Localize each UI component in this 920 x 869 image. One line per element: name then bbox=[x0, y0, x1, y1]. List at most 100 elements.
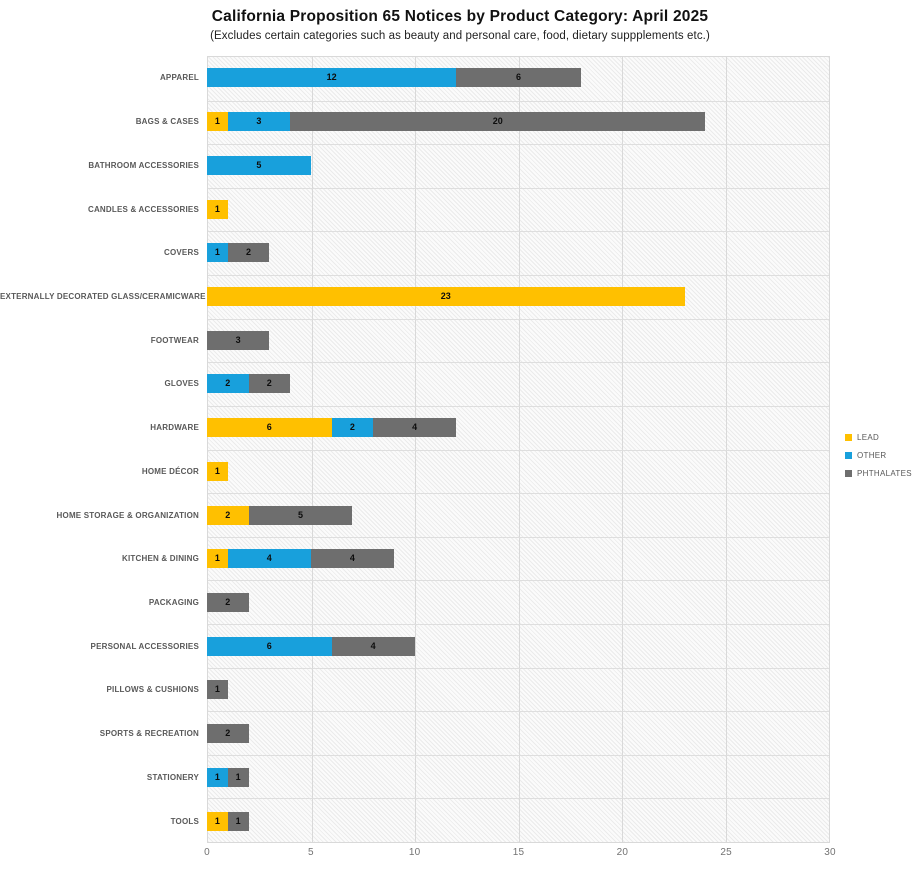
bar-segment-lead: 6 bbox=[207, 418, 332, 438]
horizontal-gridline bbox=[208, 100, 829, 102]
data-label: 6 bbox=[266, 422, 272, 433]
bar-track: 1 bbox=[207, 461, 830, 481]
category-row: BAGS & CASES 1 3 20 bbox=[0, 100, 830, 144]
horizontal-gridline bbox=[208, 275, 829, 277]
data-label: 2 bbox=[349, 422, 355, 433]
category-label: SPORTS & RECREATION bbox=[99, 729, 199, 739]
category-row: COVERS 1 2 bbox=[0, 231, 830, 275]
data-label: 1 bbox=[214, 815, 220, 826]
horizontal-gridline bbox=[208, 362, 829, 364]
bar-segment-phthalates: 20 bbox=[290, 112, 706, 132]
data-label: 2 bbox=[266, 378, 272, 389]
legend-item-lead: LEAD bbox=[845, 433, 912, 442]
data-label: 3 bbox=[256, 116, 262, 127]
data-label: 5 bbox=[297, 509, 303, 520]
category-row: STATIONERY 1 1 bbox=[0, 756, 830, 800]
category-row: GLOVES 2 2 bbox=[0, 362, 830, 406]
bar-segment-other: 4 bbox=[227, 549, 311, 569]
legend-label: OTHER bbox=[857, 451, 887, 460]
category-label: APPAREL bbox=[159, 73, 199, 83]
horizontal-gridline bbox=[208, 231, 829, 233]
bar-track: 12 6 bbox=[207, 68, 830, 88]
legend-label: LEAD bbox=[857, 433, 880, 442]
category-row: FOOTWEAR 3 bbox=[0, 318, 830, 362]
x-axis: 0 5 10 15 20 25 30 bbox=[0, 847, 920, 861]
data-label: 2 bbox=[225, 509, 231, 520]
data-label: 5 bbox=[256, 159, 262, 170]
x-tick-label: 20 bbox=[616, 847, 629, 858]
category-row: TOOLS 1 1 bbox=[0, 799, 830, 843]
bar-segment-other: 5 bbox=[207, 155, 311, 175]
data-label: 4 bbox=[349, 553, 355, 564]
category-row: SPORTS & RECREATION 2 bbox=[0, 712, 830, 756]
bar-track: 2 bbox=[207, 592, 830, 612]
bar-segment-lead: 1 bbox=[207, 811, 228, 831]
category-label: HOME STORAGE & ORGANIZATION bbox=[56, 510, 199, 520]
category-label: PILLOWS & CUSHIONS bbox=[106, 685, 199, 695]
legend-swatch-icon bbox=[845, 470, 852, 477]
category-label: BAGS & CASES bbox=[135, 117, 199, 127]
bar-segment-lead: 23 bbox=[207, 286, 685, 306]
bar-segment-phthalates: 2 bbox=[248, 374, 291, 394]
data-label: 1 bbox=[235, 815, 241, 826]
bar-segment-phthalates: 1 bbox=[207, 680, 228, 700]
legend-label: PHTHALATES bbox=[857, 469, 912, 478]
category-row: PACKAGING 2 bbox=[0, 581, 830, 625]
bar-segment-other: 12 bbox=[207, 68, 457, 88]
bar-segment-phthalates: 1 bbox=[227, 811, 249, 831]
bar-track: 5 bbox=[207, 155, 830, 175]
horizontal-gridline bbox=[208, 187, 829, 189]
category-label: PERSONAL ACCESSORIES bbox=[90, 641, 199, 651]
category-label: COVERS bbox=[164, 248, 199, 258]
data-label: 1 bbox=[214, 684, 220, 695]
data-label: 3 bbox=[235, 334, 241, 345]
legend-item-phthalates: PHTHALATES bbox=[845, 469, 912, 478]
data-label: 1 bbox=[235, 771, 241, 782]
horizontal-gridline bbox=[208, 754, 829, 756]
plot-area bbox=[207, 56, 830, 843]
category-label: TOOLS bbox=[170, 816, 199, 826]
bar-segment-other: 1 bbox=[207, 767, 228, 787]
category-row: CANDLES & ACCESSORIES 1 bbox=[0, 187, 830, 231]
chart-subtitle: (Excludes certain categories such as bea… bbox=[210, 30, 710, 42]
data-label: 2 bbox=[225, 596, 231, 607]
data-label: 6 bbox=[515, 72, 521, 83]
category-row: KITCHEN & DINING 1 4 4 bbox=[0, 537, 830, 581]
bar-segment-lead: 1 bbox=[207, 461, 228, 481]
bar-segment-phthalates: 4 bbox=[373, 418, 457, 438]
legend-swatch-icon bbox=[845, 434, 852, 441]
data-label: 2 bbox=[225, 728, 231, 739]
bar-segment-phthalates: 2 bbox=[207, 592, 249, 612]
bar-segment-other: 2 bbox=[207, 374, 249, 394]
horizontal-gridline bbox=[208, 623, 829, 625]
legend: LEAD OTHER PHTHALATES bbox=[845, 433, 912, 487]
data-label: 1 bbox=[214, 465, 220, 476]
category-label: KITCHEN & DINING bbox=[122, 554, 199, 564]
horizontal-gridline bbox=[208, 493, 829, 495]
bar-track: 1 4 4 bbox=[207, 549, 830, 569]
category-label: STATIONERY bbox=[146, 772, 199, 782]
category-row: PILLOWS & CUSHIONS 1 bbox=[0, 668, 830, 712]
horizontal-gridline bbox=[208, 580, 829, 582]
x-tick-label: 5 bbox=[307, 847, 314, 858]
category-row: HOME STORAGE & ORGANIZATION 2 5 bbox=[0, 493, 830, 537]
bar-segment-other: 2 bbox=[331, 418, 374, 438]
category-row: APPAREL 12 6 bbox=[0, 56, 830, 100]
bar-rows: APPAREL 12 6 BAGS & CASES 1 3 20 BATHROOM ACCES… bbox=[0, 56, 830, 843]
category-label: PACKAGING bbox=[148, 597, 199, 607]
bar-segment-lead: 1 bbox=[207, 199, 228, 219]
legend-swatch-icon bbox=[845, 452, 852, 459]
category-row: EXTERNALLY DECORATED GLASS/CERAMICWARE 23 bbox=[0, 275, 830, 319]
bar-segment-phthalates: 3 bbox=[207, 330, 270, 350]
bar-track: 1 bbox=[207, 680, 830, 700]
bar-segment-phthalates: 2 bbox=[207, 724, 249, 744]
category-row: PERSONAL ACCESSORIES 6 4 bbox=[0, 624, 830, 668]
x-tick-label: 30 bbox=[824, 847, 836, 858]
bar-track: 1 bbox=[207, 199, 830, 219]
bar-track: 3 bbox=[207, 330, 830, 350]
